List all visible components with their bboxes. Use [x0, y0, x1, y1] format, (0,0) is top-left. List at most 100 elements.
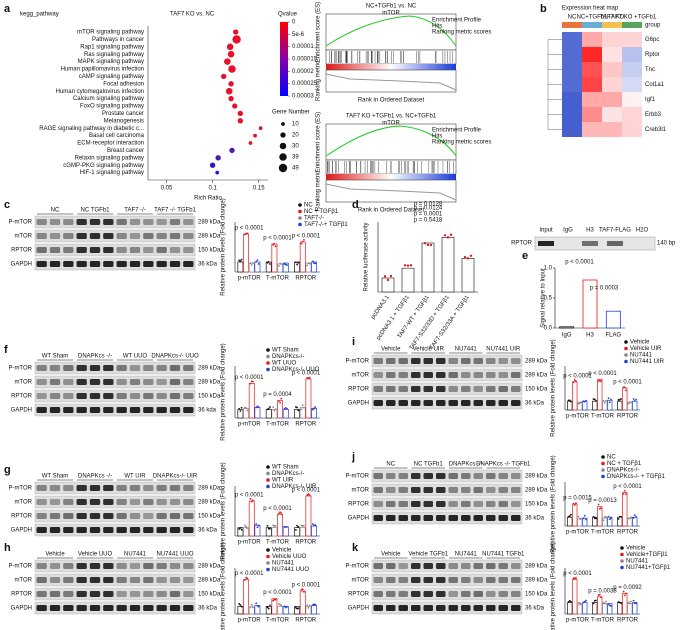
colorbar-label: 0.000015 [292, 57, 318, 63]
band [486, 501, 496, 507]
lane-label: Vehicle [381, 347, 401, 353]
band [129, 605, 141, 611]
y-tick-label: 0.5 [544, 296, 553, 302]
dot [580, 401, 582, 404]
size-legend-label: 20 [292, 133, 299, 139]
band [116, 499, 127, 505]
band [143, 605, 154, 611]
dot [635, 398, 637, 401]
y-axis-label: Ranking metric [316, 61, 322, 101]
band [373, 515, 383, 521]
dot [297, 409, 300, 412]
band [143, 219, 154, 225]
lane-label: Vehicle [381, 552, 401, 558]
band [169, 393, 181, 399]
dot [622, 493, 625, 495]
band [473, 605, 483, 611]
dot [280, 604, 283, 607]
group-bar [582, 22, 602, 28]
panel-label: g [4, 464, 11, 476]
bar [617, 602, 623, 615]
size-label: 36 kDa [525, 516, 545, 522]
bar [294, 527, 301, 537]
pathway-label: Human papillomavirus infection [61, 67, 144, 73]
bar [577, 401, 583, 411]
blot [34, 523, 196, 537]
band [129, 365, 141, 371]
row-label: RPTOR [511, 241, 533, 247]
band [486, 577, 496, 583]
bar [592, 516, 598, 527]
size-label: 150 kDa [198, 394, 221, 400]
bar [592, 400, 598, 411]
gsea-curve [325, 15, 457, 47]
gsea-legend: Ranking metric scores [432, 30, 491, 36]
dot [625, 592, 627, 595]
band [436, 487, 446, 493]
band [498, 400, 508, 406]
legend-label: NU7441 [626, 559, 649, 565]
band [498, 605, 508, 611]
heat-cell [602, 107, 622, 122]
bar [602, 603, 608, 615]
y-axis-label: Ranking metric [316, 171, 322, 211]
group-label: NC [568, 15, 577, 21]
band [473, 372, 483, 378]
pathway-dot [221, 73, 227, 80]
dot [266, 524, 269, 527]
panel-label: e [522, 250, 528, 262]
pathway-label: MAPK signaling pathway [78, 59, 144, 65]
dot [623, 386, 626, 389]
band [486, 372, 496, 378]
band [63, 393, 74, 399]
size-label: 289 kDa [525, 578, 548, 584]
dot [256, 526, 259, 529]
band [448, 515, 458, 521]
size-legend-dot [279, 153, 287, 161]
band [169, 513, 181, 519]
legend-marker [266, 567, 270, 572]
x-tick-label: p-mTOR [566, 530, 590, 536]
dot [269, 604, 271, 607]
bar [567, 602, 573, 615]
dot [610, 517, 612, 520]
band [411, 605, 421, 611]
x-tick-label: T-mTOR [591, 414, 615, 420]
band [103, 485, 114, 491]
band [89, 365, 101, 371]
dot [277, 512, 280, 515]
row-label: mTOR [14, 578, 32, 584]
bar [381, 277, 395, 293]
row-label: mTOR [351, 373, 369, 379]
size-label: 36 kDa [525, 401, 545, 407]
y-axis-label: Relative protein levels (Fold change) [551, 339, 557, 436]
band [129, 499, 141, 505]
dot [605, 516, 607, 518]
lane-label: TAF7 -/- TGFb1 [154, 208, 196, 214]
dot [409, 264, 413, 267]
band [461, 563, 471, 569]
band [373, 563, 383, 569]
band [76, 563, 87, 569]
band [129, 527, 141, 533]
bar [441, 237, 455, 293]
y-tick-label: 0.0 [544, 326, 553, 332]
lane-label: WT UUO [123, 354, 148, 360]
bar [248, 382, 255, 419]
dot [466, 257, 470, 260]
colorbar-label: 0.00001 [292, 44, 314, 50]
pathway-label: Rap1 signaling pathway [80, 44, 144, 50]
dot [280, 263, 283, 265]
legend-marker [266, 471, 270, 476]
band [386, 358, 396, 364]
dot [307, 606, 310, 609]
lane-label: DNAPKcs-/- UIR [153, 474, 198, 480]
row-label: RPTOR [11, 248, 33, 254]
band [511, 591, 521, 597]
band [498, 515, 508, 521]
dot [286, 526, 288, 528]
dot [267, 261, 270, 263]
gene-label: Tnc [645, 67, 655, 73]
pathway-dot [227, 50, 235, 58]
bar [294, 408, 301, 419]
